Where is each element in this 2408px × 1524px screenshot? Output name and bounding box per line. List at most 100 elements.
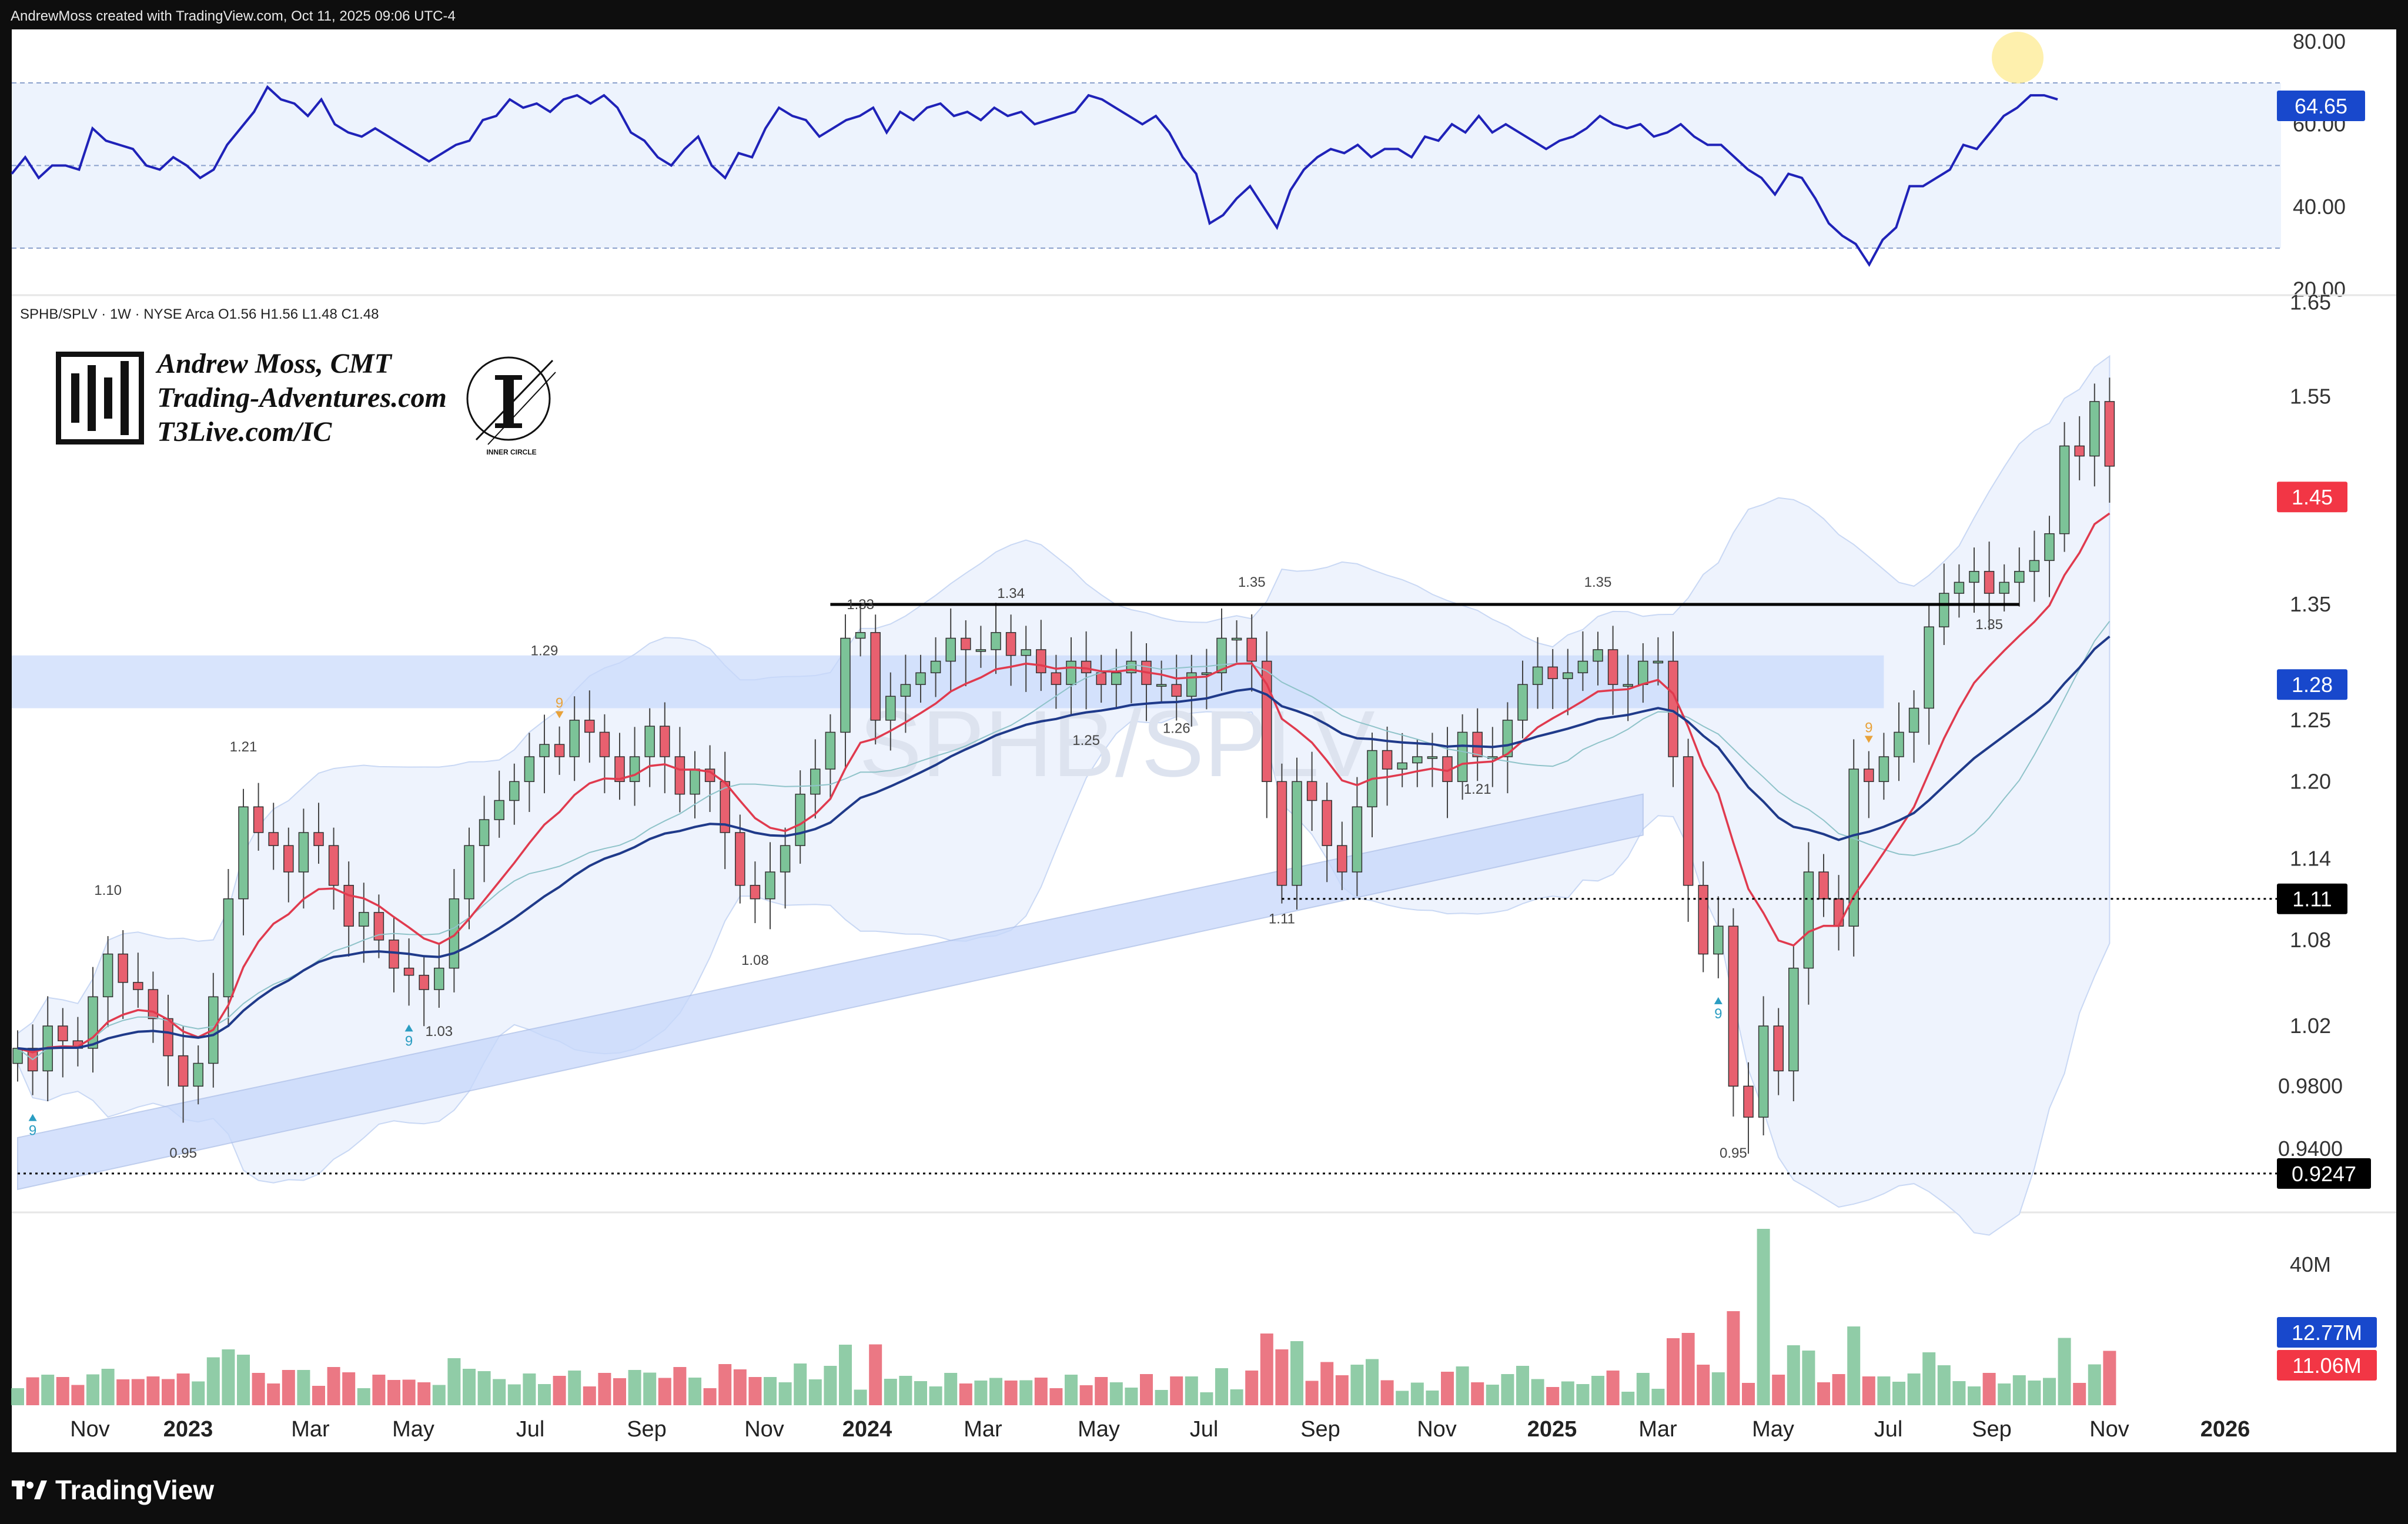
candle [1231,637,1242,641]
volume-bar [1907,1373,1921,1405]
pivot-label: 1.11 [1269,911,1295,927]
candle [1502,720,1513,757]
time-axis: Nov 2023 Mar May Jul Sep Nov 2024 Mar May Jul Sep No… [70,1417,2250,1442]
volume-bar [463,1369,476,1405]
volume-bar [402,1379,416,1405]
price-tick: 1.65 [2290,290,2331,315]
volume-bar [553,1376,566,1405]
volume-bar [1079,1385,1093,1405]
volume-bar [1019,1380,1033,1405]
candle [1984,571,1995,594]
support-resistance-zone [12,655,1884,708]
volume-bar [252,1373,265,1405]
volume-bar [1170,1376,1183,1405]
candle [1457,731,1468,783]
candle [1412,756,1423,764]
volume-bar [568,1371,581,1405]
volume-bar [432,1385,446,1405]
candle [2104,401,2115,467]
candle [750,885,761,900]
candle [133,982,143,990]
candle [178,1055,189,1087]
volume-bar [162,1379,175,1405]
candle [1517,684,1528,721]
volume-bar [372,1375,386,1405]
pivot-label: 1.34 [997,586,1025,601]
candle [1005,632,1016,656]
pivot-label: 1.35 [1238,574,1266,590]
candle [1246,637,1257,662]
price-badge-label: 1.11 [2292,887,2332,911]
candle [1081,660,1092,674]
tradingview-footer[interactable]: TradingView [12,1472,214,1508]
candle [434,967,444,990]
candle [1156,684,1167,687]
author-site-2: T3Live.com/IC [157,416,332,447]
candle [1623,684,1633,687]
bollinger-mid [17,620,2111,1061]
candle [2089,401,2100,457]
candle [825,731,836,770]
candle [2059,445,2070,534]
volume-bar [1576,1384,1590,1405]
candle [1322,800,1332,846]
volume-bar [1456,1366,1469,1405]
volume-bar [2028,1381,2041,1405]
rising-channel [17,793,1644,1191]
price-tick: 0.9400 [2278,1137,2343,1161]
candle [1758,1025,1769,1118]
volume-bar [477,1371,491,1405]
setup-count-label: 9 [1865,720,1872,736]
candle [524,756,535,783]
candle [629,756,640,783]
volume-bar [1501,1374,1514,1405]
volume-bar [1877,1376,1891,1405]
rsi-badge-label: 64.65 [2295,94,2347,118]
volume-bar [748,1377,762,1405]
volume-bar [1155,1390,1168,1405]
candle [1607,649,1618,685]
rsi-band [12,83,2281,248]
volume-bar [1952,1381,1966,1405]
inner-circle-logo-icon: INNER CIRCLE [466,356,556,456]
candle [1939,593,1949,627]
rsi-tick: 20.00 [2293,277,2346,301]
volume-bar [929,1386,942,1405]
volume-bar [1832,1374,1845,1405]
symbol-line: SPHB/SPLV · 1W · NYSE Arca O1.56 H1.56 L… [20,306,379,322]
candle [1668,660,1678,757]
candle [1864,768,1874,783]
volume-bar [673,1367,687,1405]
volume-bar [1922,1352,1936,1405]
candle [569,720,580,757]
volume-bar [1787,1345,1800,1405]
volume-bar [2088,1364,2101,1405]
volume-bar [1937,1365,1951,1405]
time-axis-label: 2024 [842,1417,892,1442]
candle [840,637,851,733]
volume-bar [1260,1333,1273,1405]
volume-bar [101,1369,115,1405]
candle [479,819,490,846]
price-tick: 1.25 [2290,708,2331,732]
candle [1036,649,1046,674]
candle [1773,1025,1784,1072]
volume-bar [688,1378,701,1405]
candle [163,1018,173,1057]
volume-bar [1380,1380,1394,1405]
volume-bar [1711,1372,1725,1405]
candle [735,832,745,886]
volume-bar [1621,1392,1635,1405]
pivot-label: 1.21 [1464,781,1491,797]
setup-count-label: 9 [29,1123,36,1139]
volume-bar [1817,1382,1830,1405]
price-badge-label: 1.45 [2292,485,2333,509]
price-badge [2277,883,2347,914]
volume-bar [206,1357,220,1405]
candle [1337,845,1347,873]
candlestick-logo-icon [56,352,144,444]
volume-bar [267,1383,280,1405]
candle [614,756,625,783]
volume-bar [523,1373,536,1405]
